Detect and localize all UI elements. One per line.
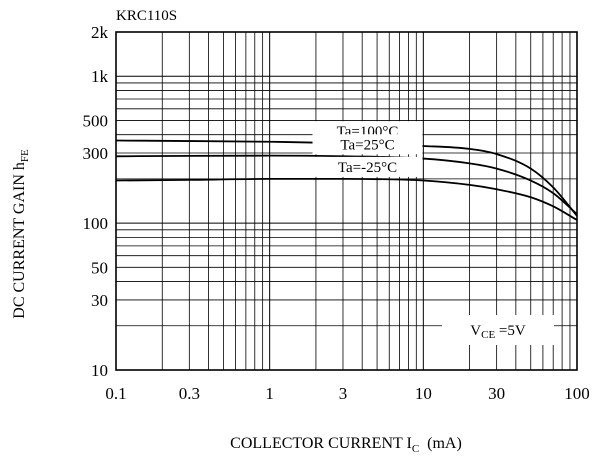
y-tick-label: 50 [91,258,108,277]
y-tick-label: 300 [83,144,109,163]
x-tick-label: 0.3 [179,384,200,403]
x-axis-title-sub: C [412,443,419,455]
y-tick-labels: 10 30 50 100 300 500 1k 2k [83,23,109,380]
x-tick-label: 3 [339,384,348,403]
y-tick-label: 30 [91,291,108,310]
y-tick-label: 1k [91,67,109,86]
y-tick-label: 10 [91,361,108,380]
x-axis-title: COLLECTOR CURRENT IC (mA) [230,435,462,455]
y-axis-title: DC CURRENT GAIN hFE [11,149,31,319]
x-axis-title-unit: (mA) [427,435,462,452]
y-tick-label: 500 [83,111,109,130]
plot-frame [115,31,578,371]
y-tick-label: 2k [91,23,109,42]
series-label: Ta=-25°C [338,160,397,176]
curves [115,139,578,221]
series-label: Ta=25°C [340,137,394,153]
condition-box: VCE =5V [442,315,554,345]
y-axis-title-sub: FE [19,149,31,162]
x-tick-labels: 0.1 0.3 1 3 10 30 100 [105,384,589,403]
series-line-1 [115,154,578,215]
y-axis-title-main: DC CURRENT GAIN h [11,162,28,319]
x-tick-label: 0.1 [105,384,126,403]
x-axis-title-main: COLLECTOR CURRENT I [230,435,412,452]
condition-bg [442,315,554,345]
series-line-0 [115,139,578,217]
series-label-bg [312,156,423,177]
chart-title: KRC110S [116,8,177,24]
series-line-2 [115,177,578,221]
series-label-bg [312,134,423,155]
x-tick-label: 10 [415,384,432,403]
y-tick-label: 100 [83,214,109,233]
x-tick-label: 100 [564,384,590,403]
series-labels: Ta=100°CTa=25°CTa=-25°C [312,121,423,177]
x-tick-label: 1 [265,384,274,403]
condition-label: VCE =5V [470,323,526,341]
x-tick-label: 30 [488,384,505,403]
